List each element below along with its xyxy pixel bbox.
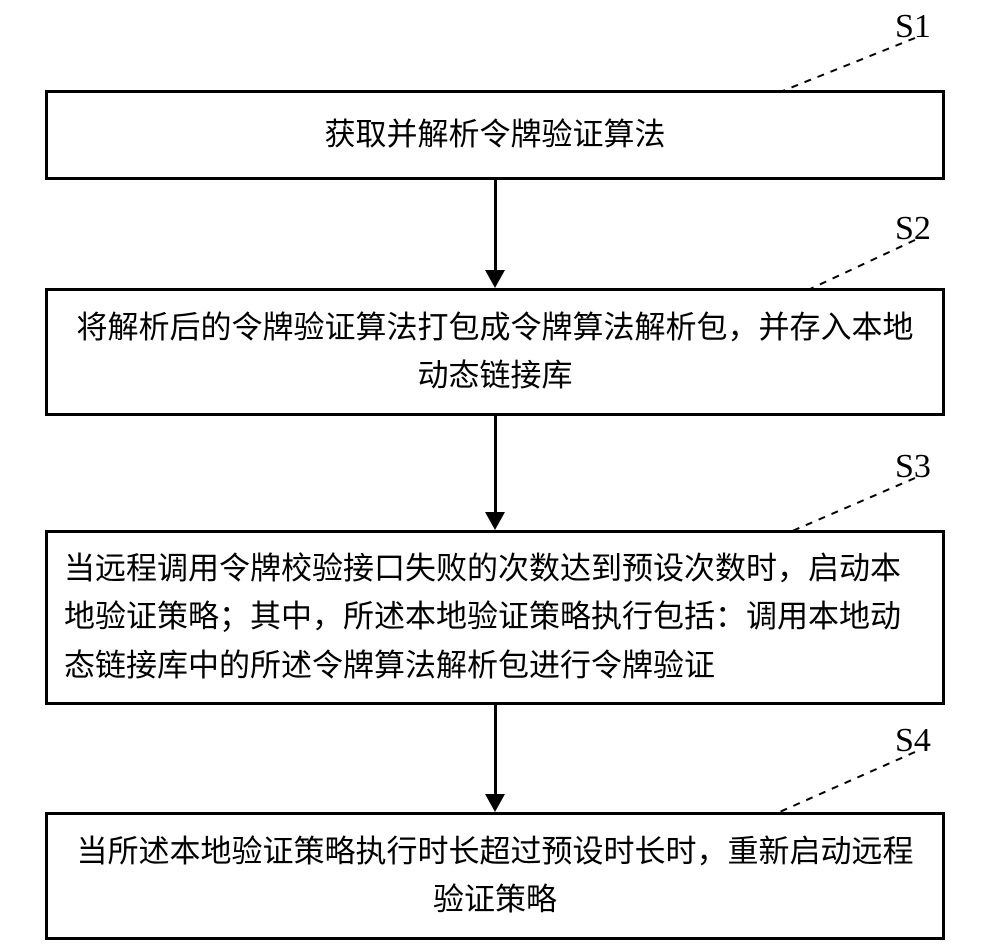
step-text-s2: 将解析后的令牌验证算法打包成令牌算法解析包，并存入本地动态链接库 [64, 304, 926, 400]
step-label-s2: S2 [895, 210, 931, 248]
step-box-s3: 当远程调用令牌校验接口失败的次数达到预设次数时，启动本地验证策略；其中，所述本地… [45, 530, 945, 705]
step-text-s4: 当所述本地验证策略执行时长超过预设时长时，重新启动远程验证策略 [64, 828, 926, 924]
step-box-s2: 将解析后的令牌验证算法打包成令牌算法解析包，并存入本地动态链接库 [45, 288, 945, 416]
arrow-s3-s4 [494, 705, 497, 796]
step-box-s4: 当所述本地验证策略执行时长超过预设时长时，重新启动远程验证策略 [45, 812, 945, 940]
step-text-s3: 当远程调用令牌校验接口失败的次数达到预设次数时，启动本地验证策略；其中，所述本地… [64, 545, 926, 689]
arrow-s2-s3 [494, 416, 497, 514]
step-label-s1: S1 [895, 8, 931, 46]
flowchart-canvas: S1 获取并解析令牌验证算法 S2 将解析后的令牌验证算法打包成令牌算法解析包，… [0, 0, 1000, 946]
arrow-head-s2-s3 [485, 512, 505, 530]
step-box-s1: 获取并解析令牌验证算法 [45, 90, 945, 180]
arrow-head-s1-s2 [485, 270, 505, 288]
arrow-head-s3-s4 [485, 794, 505, 812]
arrow-s1-s2 [494, 180, 497, 272]
step-label-s4: S4 [895, 722, 931, 760]
step-text-s1: 获取并解析令牌验证算法 [325, 111, 666, 159]
step-label-s3: S3 [895, 448, 931, 486]
